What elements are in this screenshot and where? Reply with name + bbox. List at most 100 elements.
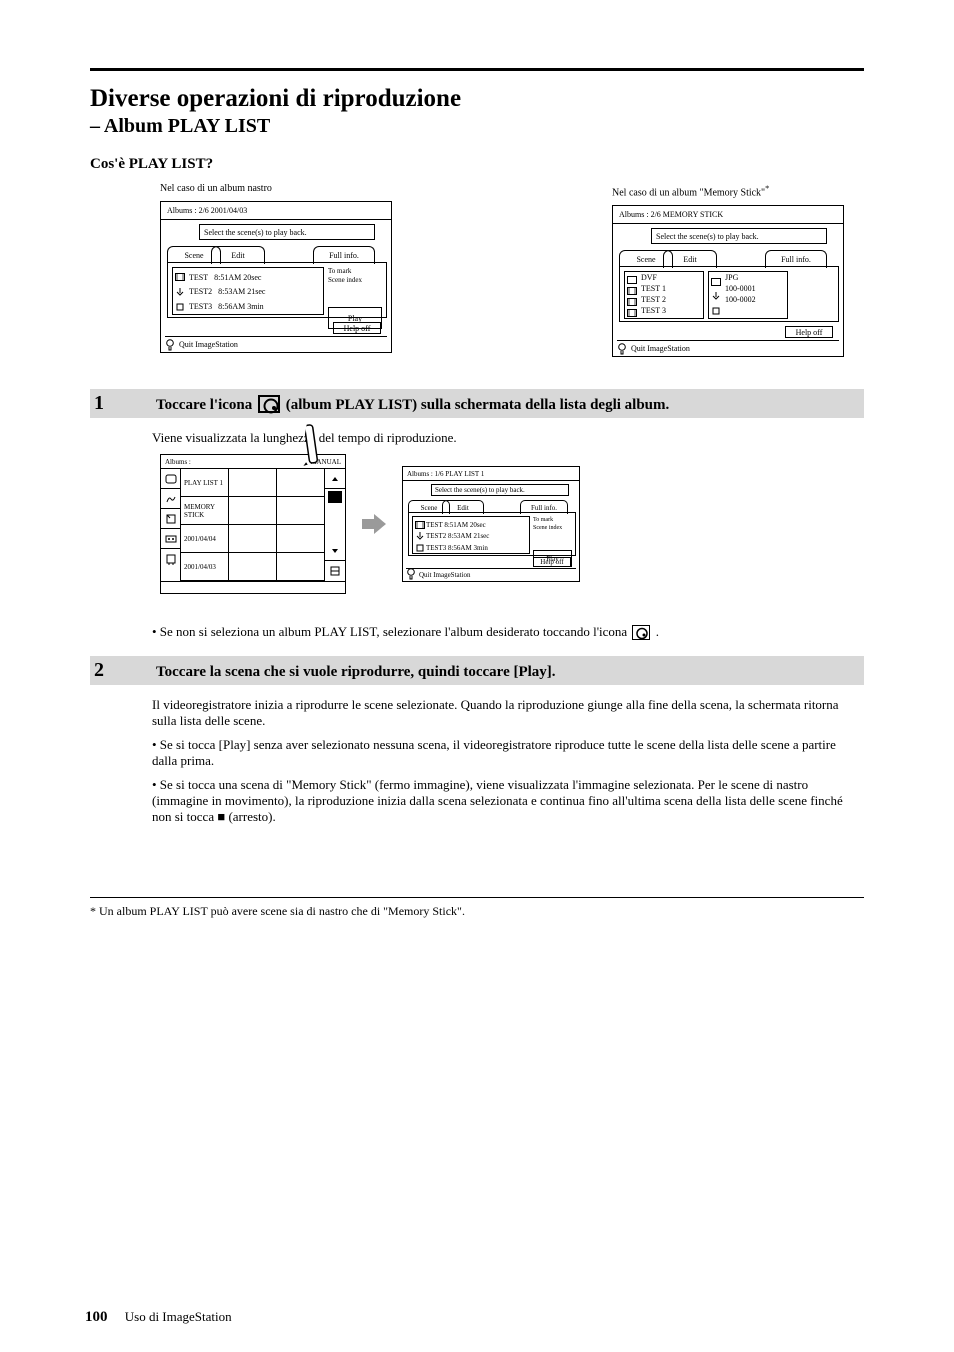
scene-rows: TEST 8:51AM 20sec TEST2 8:53AM 21sec TEST3… — [189, 270, 321, 314]
page: Diverse operazioni di riproduzione – Alb… — [0, 0, 954, 1352]
bulb-icon — [617, 343, 627, 355]
scene-row[interactable]: TEST 1 — [641, 283, 701, 293]
titlebar-prefix: Albums : — [619, 210, 649, 219]
tab-scene[interactable]: Scene — [167, 246, 221, 264]
scene-meta: 8:51AM 20sec — [214, 273, 261, 282]
status-bar: Quit ImageStation — [406, 568, 576, 579]
scene-row[interactable]: 100-0002 — [725, 294, 785, 304]
dvf-icon — [627, 276, 637, 284]
album-cell[interactable] — [229, 525, 277, 553]
titlebar: Albums : 2/6 MEMORY STICK — [613, 206, 843, 224]
scene-row-2[interactable]: TEST2 8:53AM 21sec — [189, 286, 321, 298]
status-text: Quit ImageStation — [179, 340, 238, 349]
page-footer: 100 Uso di ImageStation — [85, 1309, 869, 1326]
tab-full-info[interactable]: Full info. — [313, 246, 375, 264]
status-text: Quit ImageStation — [631, 344, 690, 353]
scene-name: TEST — [189, 273, 208, 282]
step-text-pre: Toccare l'icona — [156, 397, 256, 413]
scene-row[interactable]: TEST 8:51AM 20sec — [426, 519, 527, 530]
scene-side: To mark Scene index Play — [533, 516, 572, 554]
help-toggle[interactable]: Help off — [533, 557, 571, 567]
step-number: 2 — [94, 659, 156, 682]
album-btn-5[interactable] — [161, 549, 180, 569]
section-label: Uso di ImageStation — [125, 1309, 232, 1324]
stop-icon — [711, 307, 721, 315]
scroll-thumb[interactable] — [328, 491, 342, 503]
step-1-heading: 1 Toccare l'icona (album PLAY LIST) sull… — [90, 389, 864, 418]
scroll-index-button[interactable] — [325, 561, 345, 581]
scene-name: TEST2 — [189, 287, 212, 296]
titlebar: Albums : 2/6 2001/04/03 — [161, 202, 391, 220]
scene-meta: 8:53AM 21sec — [218, 287, 265, 296]
step-1-line: Viene visualizzata la lunghezza del temp… — [152, 430, 864, 446]
caption-tape: Nel caso di un album nastro — [160, 183, 392, 195]
scene-row[interactable]: TEST2 8:53AM 21sec — [426, 531, 527, 542]
screenshot-col-tape: Nel caso di un album nastro Albums : 2/6… — [160, 183, 392, 357]
down-arrow-icon — [711, 292, 721, 300]
scene-row-1[interactable]: TEST 8:51AM 20sec — [189, 271, 321, 283]
scene-list: TEST 8:51AM 20sec TEST2 8:53AM 21sec TEST3… — [172, 267, 324, 315]
scene-row-3[interactable]: TEST38:56AM 3min — [189, 301, 321, 313]
album-btn-4[interactable] — [161, 529, 180, 549]
caption-memstick-text: Nel caso di un album "Memory Stick" — [612, 187, 765, 198]
album-cell[interactable] — [277, 553, 325, 581]
scroll-track[interactable] — [325, 489, 345, 541]
tab-scene[interactable]: Scene — [619, 250, 673, 268]
footnote-text: Un album PLAY LIST può avere scene sia d… — [96, 904, 465, 918]
scene-type-icons — [711, 274, 723, 318]
stop-icon — [175, 303, 185, 311]
status-text: Quit ImageStation — [419, 571, 471, 579]
scene-panel: DVF TEST 1 TEST 2 TEST 3 — [619, 266, 839, 322]
scene-row[interactable]: TEST 3 — [641, 305, 701, 315]
help-toggle[interactable]: Help off — [785, 326, 833, 338]
help-toggle[interactable]: Help off — [333, 322, 381, 334]
album-cell[interactable] — [229, 469, 277, 497]
scene-list-a: DVF TEST 1 TEST 2 TEST 3 — [624, 271, 704, 319]
scroll-up-button[interactable] — [325, 469, 345, 489]
titlebar: Albums : 1/6 PLAY LIST 1 — [403, 467, 579, 481]
album-cell[interactable] — [229, 497, 277, 525]
album-cell[interactable]: 2001/04/03 — [181, 553, 229, 581]
step-1-note-pre: • Se non si seleziona un album PLAY LIST… — [152, 624, 630, 639]
side-text: To mark Scene index — [328, 267, 382, 285]
album-grid: PLAY LIST 1 MEMORY STICK 2001/04/04 2001… — [181, 469, 325, 581]
scene-row[interactable]: TEST3 8:56AM 3min — [426, 542, 527, 553]
titlebar-album: 2/6 2001/04/03 — [199, 206, 248, 215]
step-number: 1 — [94, 392, 156, 415]
album-btn-2[interactable] — [161, 489, 180, 509]
film-icon — [627, 298, 637, 306]
album-btn-3[interactable] — [161, 509, 180, 529]
caption-memstick: Nel caso di un album "Memory Stick"* — [612, 183, 844, 199]
album-cell[interactable]: PLAY LIST 1 — [181, 469, 229, 497]
album-btn-1[interactable] — [161, 469, 180, 489]
film-icon — [415, 521, 425, 529]
album-cell[interactable]: MEMORY STICK — [181, 497, 229, 525]
step-2-body: Il videoregistratore inizia a riprodurre… — [90, 697, 864, 825]
film-icon — [627, 309, 637, 317]
album-cell[interactable] — [277, 497, 325, 525]
scene-type-icons — [175, 270, 187, 314]
scene-row[interactable]: TEST 2 — [641, 294, 701, 304]
album-cell[interactable] — [277, 525, 325, 553]
instruction-bar: Select the scene(s) to play back. — [651, 228, 827, 244]
footnote-marker: * — [765, 184, 769, 193]
step-1-note-post: . — [656, 624, 659, 639]
scene-rows: TEST 8:51AM 20sec TEST2 8:53AM 21sec TES… — [426, 519, 527, 553]
album-cell[interactable] — [229, 553, 277, 581]
album-cell[interactable]: 2001/04/04 — [181, 525, 229, 553]
play-list-album-icon — [258, 395, 280, 413]
scene-row[interactable]: 100-0001 — [725, 283, 785, 293]
scene-row[interactable] — [725, 305, 785, 315]
tab-full-info[interactable]: Full info. — [765, 250, 827, 268]
step-text: Toccare la scena che si vuole riprodurre… — [156, 664, 860, 681]
scene-type-icons — [415, 519, 425, 553]
bulb-icon — [165, 339, 175, 351]
status-bar: Quit ImageStation — [165, 336, 387, 350]
down-arrow-icon — [415, 532, 425, 540]
film-icon — [627, 287, 637, 295]
scroll-down-button[interactable] — [325, 541, 345, 561]
album-cell[interactable] — [277, 469, 325, 497]
status-bar: Quit ImageStation — [617, 340, 839, 354]
scene-shot-result: Albums : 1/6 PLAY LIST 1 Select the scen… — [402, 466, 580, 582]
screenshot-tape: Albums : 2/6 2001/04/03 Select the scene… — [160, 201, 392, 353]
